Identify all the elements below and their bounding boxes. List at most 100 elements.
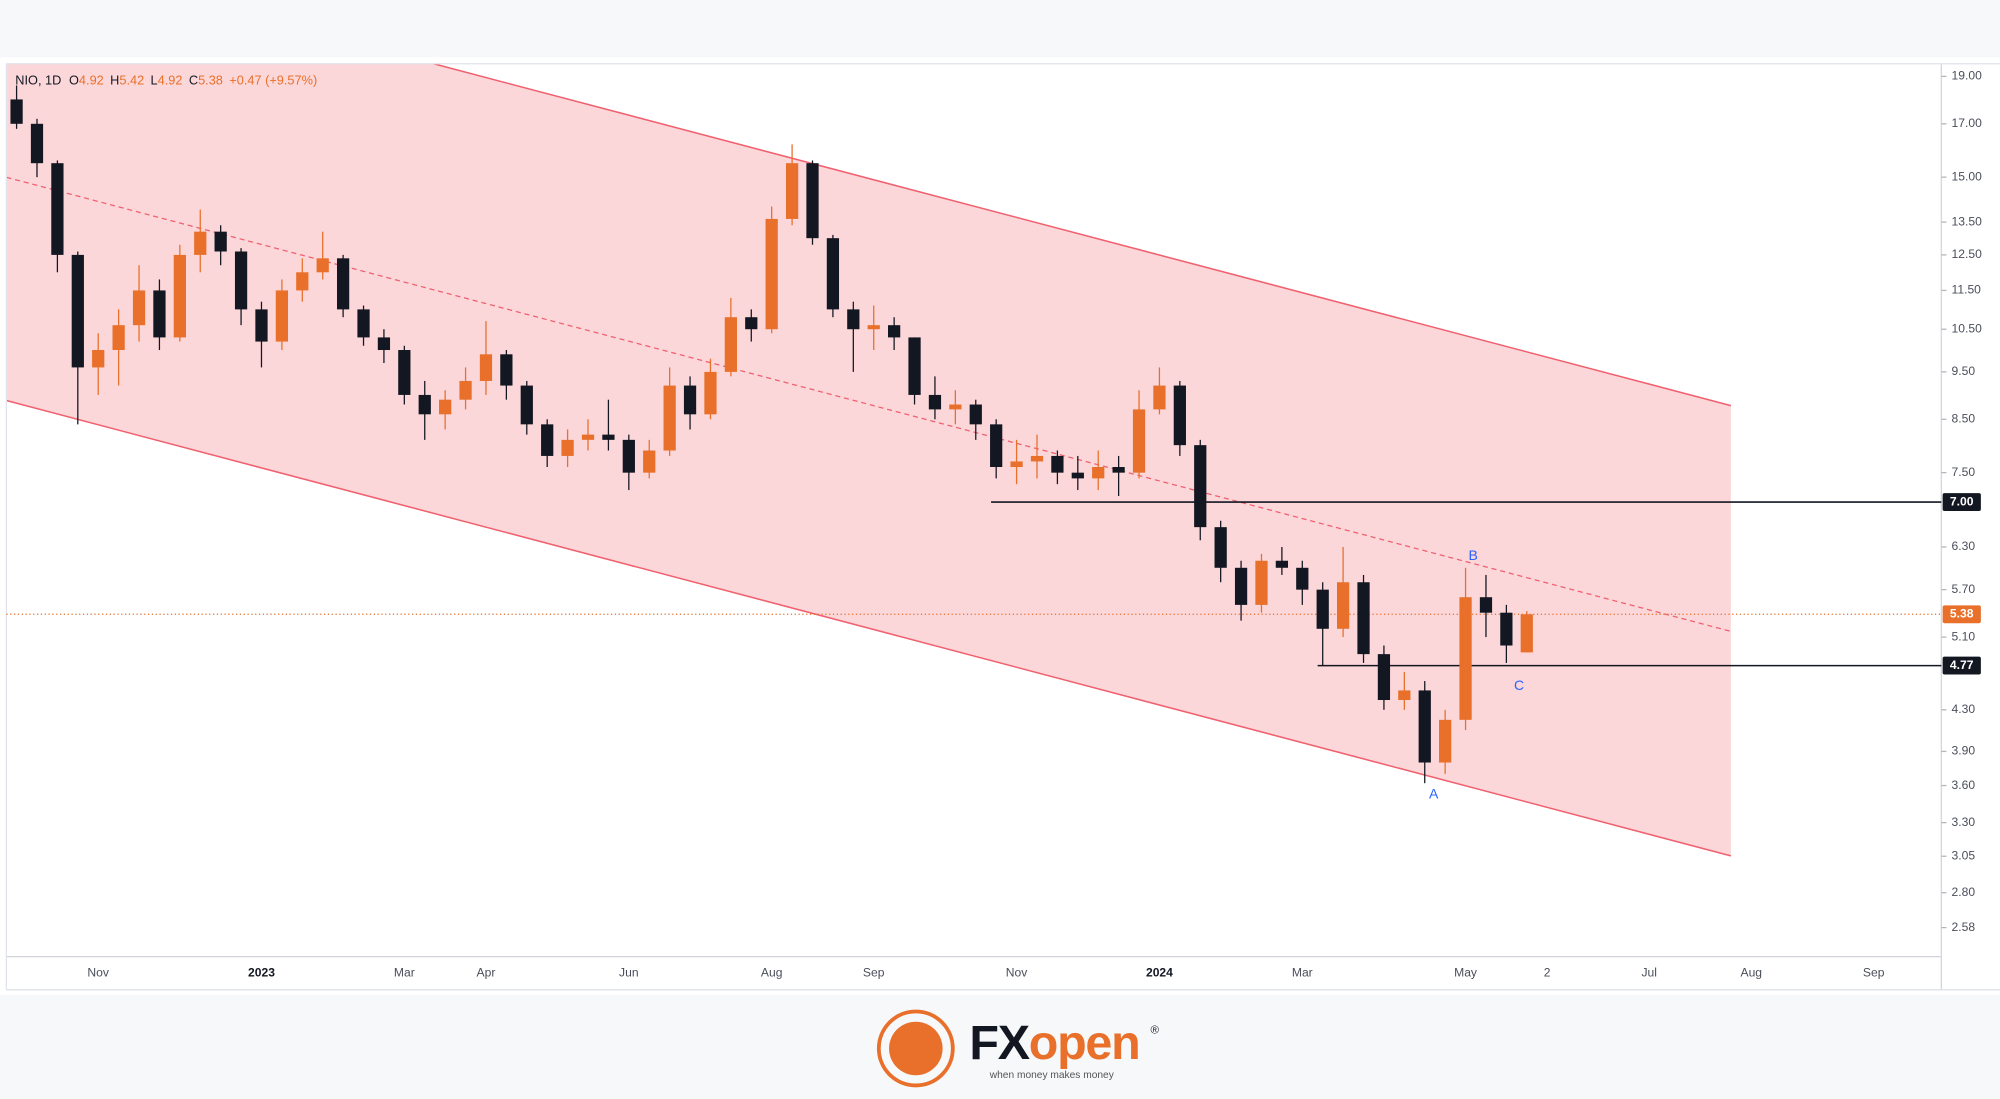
last-price-label: 5.38 xyxy=(1950,606,1974,620)
candle-body xyxy=(1316,589,1329,629)
candle-body xyxy=(541,424,554,456)
candle-body xyxy=(479,354,493,381)
logo-ring xyxy=(876,1009,955,1088)
candle-body xyxy=(1398,690,1411,701)
candle-body xyxy=(336,258,350,310)
y-tick-label: 4.30 xyxy=(1952,702,1976,716)
candle-body xyxy=(275,290,289,342)
candle-body xyxy=(1357,582,1370,655)
candle-body xyxy=(439,399,452,415)
candle-body xyxy=(1092,467,1105,479)
candle-body xyxy=(908,337,921,395)
candle-body xyxy=(785,163,799,219)
x-tick-label: Aug xyxy=(1741,965,1763,979)
candle-body xyxy=(51,163,64,255)
y-tick-label: 3.90 xyxy=(1952,744,1976,758)
last-price-badge xyxy=(1942,605,1981,624)
channel-upper xyxy=(433,63,1732,407)
candle-body xyxy=(969,404,982,425)
x-tick-label: Jul xyxy=(1641,965,1656,979)
candle-body xyxy=(990,424,1003,468)
change: +0.47 (+9.57%) xyxy=(229,73,317,88)
brand: FXopen xyxy=(969,1016,1139,1070)
wave-label: A xyxy=(1429,785,1439,801)
x-tick-label: 2024 xyxy=(1146,965,1173,979)
x-tick-label: Aug xyxy=(761,965,783,979)
logo: FXopen ® when money makes money xyxy=(876,1009,1160,1088)
candle-body xyxy=(1275,560,1289,568)
candle-body xyxy=(1051,455,1064,473)
brand-open: open xyxy=(1029,1016,1140,1070)
y-tick-label: 19.00 xyxy=(1952,69,1983,83)
candle-body xyxy=(296,272,309,291)
candle-body xyxy=(847,309,860,330)
candle-body xyxy=(1255,560,1268,605)
candle-body xyxy=(826,238,840,310)
candle-body xyxy=(1214,527,1227,568)
candle-body xyxy=(316,258,329,273)
candle-body xyxy=(643,450,656,473)
candle-body xyxy=(724,317,737,372)
x-tick-label: Apr xyxy=(477,965,496,979)
wave-label: C xyxy=(1514,677,1524,693)
candle-body xyxy=(71,254,84,368)
candle-body xyxy=(214,231,227,252)
symbol: NIO, 1D xyxy=(15,73,61,88)
candle-body xyxy=(234,251,248,310)
x-tick-label: 2 xyxy=(1544,965,1551,979)
x-tick-label: 2023 xyxy=(248,965,275,979)
candle-body xyxy=(1153,385,1166,410)
y-tick-label: 17.00 xyxy=(1952,116,1983,130)
level-badge xyxy=(1942,493,1981,512)
x-tick-label: Mar xyxy=(1292,965,1313,979)
candle-body xyxy=(949,404,962,410)
channel-mid xyxy=(6,176,1732,633)
candle-body xyxy=(418,394,431,415)
level-label: 4.77 xyxy=(1950,658,1974,672)
y-tick-label: 3.60 xyxy=(1952,778,1976,792)
candle-body xyxy=(132,290,146,326)
y-tick-label: 7.50 xyxy=(1952,465,1976,479)
candle-body xyxy=(30,123,44,164)
candle-body xyxy=(561,439,574,456)
candle-body xyxy=(1173,385,1186,446)
brand-fx: FX xyxy=(969,1016,1029,1070)
candle-body xyxy=(520,385,533,425)
candle-body xyxy=(500,354,513,386)
y-tick-label: 5.10 xyxy=(1952,629,1976,643)
candle-body xyxy=(928,394,942,410)
candle-body xyxy=(683,385,697,415)
candle-body xyxy=(806,163,819,239)
channel-fill xyxy=(6,63,1731,856)
ohlc-legend: NIO, 1D O4.92 H5.42 L4.92 C5.38 +0.47 (+9.57%… xyxy=(15,73,317,88)
candle-body xyxy=(622,439,635,473)
candle-body xyxy=(888,325,901,338)
candle-body xyxy=(92,350,105,368)
ohlc-value: 5.42 xyxy=(119,73,144,88)
candle-body xyxy=(10,99,23,124)
ohlc-value: 4.92 xyxy=(79,73,104,88)
y-tick-label: 6.30 xyxy=(1952,539,1976,553)
level-badge xyxy=(1942,656,1981,675)
wave-label: B xyxy=(1469,547,1478,563)
candle-body xyxy=(1520,614,1533,653)
candle-body xyxy=(1439,719,1452,763)
candle-body xyxy=(255,309,268,342)
y-tick-label: 8.50 xyxy=(1952,412,1976,426)
candle-body xyxy=(194,231,207,255)
candle-body xyxy=(357,309,370,338)
candle-body xyxy=(1132,409,1146,473)
candle-body xyxy=(745,317,758,330)
candle-body xyxy=(1112,467,1125,473)
candle-body xyxy=(602,434,615,440)
brand-mark: ® xyxy=(1151,1025,1160,1037)
candle-body xyxy=(1194,445,1207,528)
y-tick-label: 10.50 xyxy=(1952,321,1983,335)
ohlc-key: H xyxy=(110,73,119,88)
channel-lower xyxy=(6,399,1732,857)
y-tick-label: 3.30 xyxy=(1952,815,1976,829)
candle-body xyxy=(581,434,595,440)
candle-body xyxy=(153,290,166,338)
